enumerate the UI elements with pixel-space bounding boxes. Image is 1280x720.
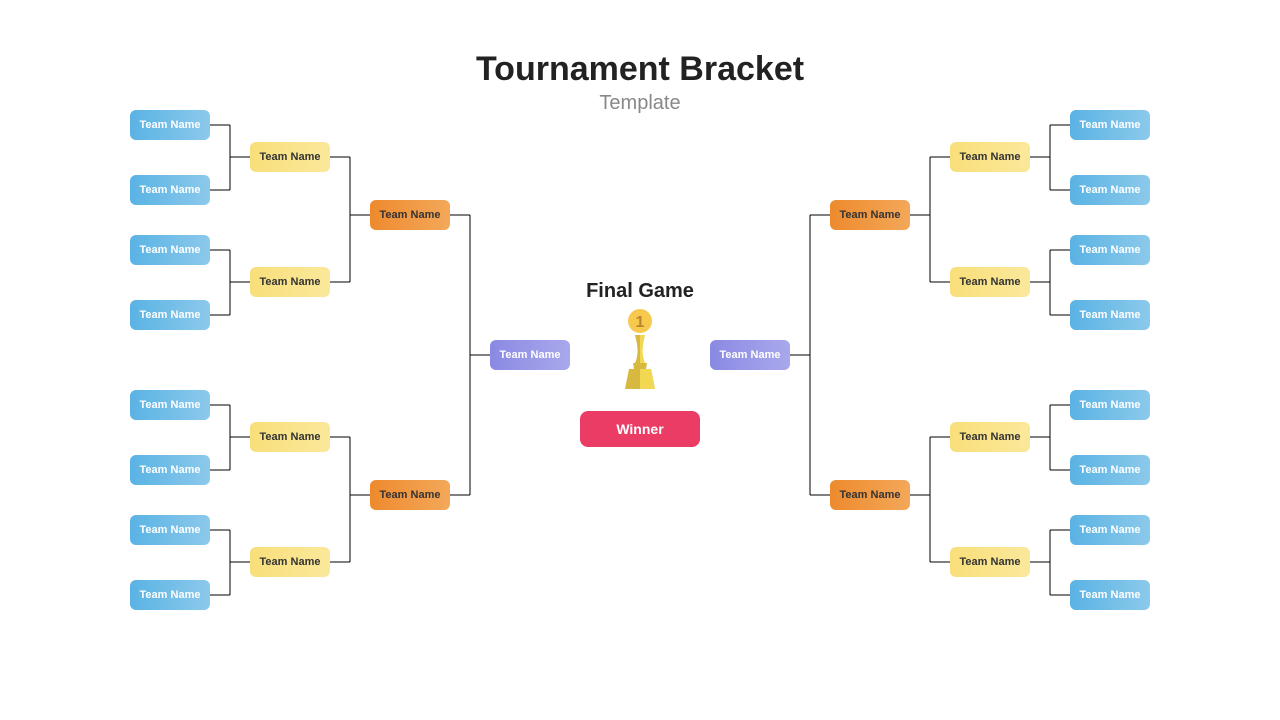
left-final: Team Name [490, 340, 570, 370]
right-qf-0: Team Name [950, 142, 1030, 172]
left-qf-2: Team Name [250, 422, 330, 452]
left-qf-0: Team Name [250, 142, 330, 172]
right-qf-3: Team Name [950, 547, 1030, 577]
final-game-label: Final Game [586, 280, 694, 303]
right-r16-2: Team Name [1070, 235, 1150, 265]
left-qf-3: Team Name [250, 547, 330, 577]
left-r16-2: Team Name [130, 235, 210, 265]
trophy-icon: 1 [613, 303, 667, 398]
right-r16-1: Team Name [1070, 175, 1150, 205]
page-subtitle: Template [599, 92, 680, 115]
left-r16-4: Team Name [130, 390, 210, 420]
right-qf-2: Team Name [950, 422, 1030, 452]
right-final: Team Name [710, 340, 790, 370]
left-r16-0: Team Name [130, 110, 210, 140]
left-sf-0: Team Name [370, 200, 450, 230]
left-r16-3: Team Name [130, 300, 210, 330]
right-sf-0: Team Name [830, 200, 910, 230]
left-r16-1: Team Name [130, 175, 210, 205]
right-sf-1: Team Name [830, 480, 910, 510]
left-r16-7: Team Name [130, 580, 210, 610]
right-r16-7: Team Name [1070, 580, 1150, 610]
right-r16-5: Team Name [1070, 455, 1150, 485]
right-r16-0: Team Name [1070, 110, 1150, 140]
right-r16-3: Team Name [1070, 300, 1150, 330]
left-r16-5: Team Name [130, 455, 210, 485]
right-r16-6: Team Name [1070, 515, 1150, 545]
svg-text:1: 1 [636, 314, 645, 331]
right-r16-4: Team Name [1070, 390, 1150, 420]
right-qf-1: Team Name [950, 267, 1030, 297]
winner-badge: Winner [580, 411, 700, 447]
left-qf-1: Team Name [250, 267, 330, 297]
page-title: Tournament Bracket [476, 50, 804, 89]
left-sf-1: Team Name [370, 480, 450, 510]
left-r16-6: Team Name [130, 515, 210, 545]
